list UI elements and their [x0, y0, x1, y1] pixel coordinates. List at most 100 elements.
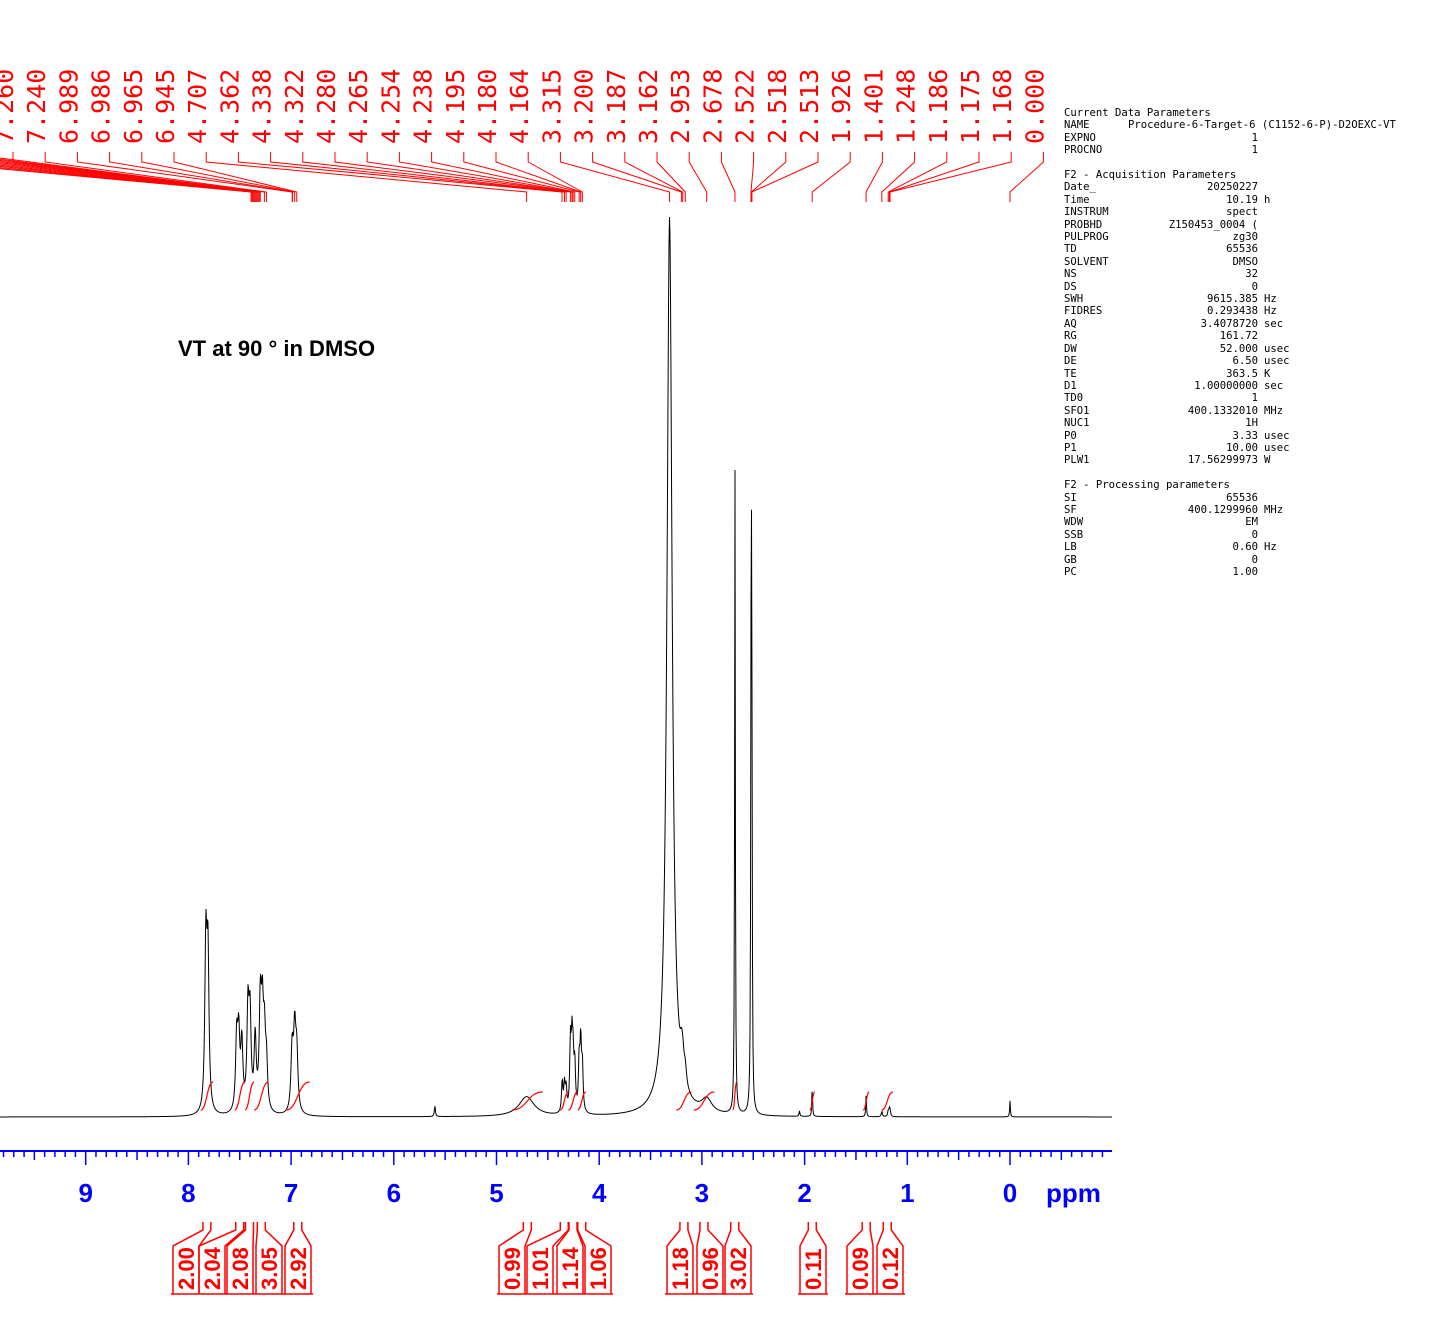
x-tick-label: 5 [489, 1178, 503, 1208]
param-row: GB 0 [1064, 554, 1402, 566]
param-row: SWH 9615.385 Hz [1064, 293, 1402, 305]
param-row: AQ 3.4078720 sec [1064, 318, 1402, 330]
param-row: SFO1 400.1332010 MHz [1064, 405, 1402, 417]
peak-label: 4.322 [280, 69, 309, 144]
x-tick-label: 9 [78, 1178, 92, 1208]
param-value: 400.1332010 [1187, 404, 1258, 417]
param-value: 10.00 [1226, 441, 1258, 454]
param-value: 3.33 [1232, 429, 1258, 442]
integral-bracket-left [576, 1222, 586, 1294]
processing-params-list: SI 65536 SF 400.1299960 MHz WDW EM SSB 0 LB 0.60 Hz… [1064, 492, 1402, 579]
param-name: TE [1064, 367, 1077, 380]
param-row: INSTRUM spect [1064, 206, 1402, 218]
param-name: P0 [1064, 429, 1077, 442]
param-unit: usec [1264, 342, 1290, 355]
param-row: PROBHD Z150453_0004 ( [1064, 219, 1402, 231]
integral-bracket-right [869, 1222, 874, 1294]
param-row: Date_ 20250227 [1064, 181, 1402, 193]
param-name: TD0 [1064, 392, 1084, 405]
param-unit: Hz [1264, 305, 1277, 318]
integral-bracket-left [226, 1222, 247, 1294]
integral-curve-2 [244, 1081, 255, 1111]
param-row: NS 32 [1064, 268, 1402, 280]
x-tick-label: 0 [1003, 1178, 1017, 1208]
peak-leader [559, 152, 671, 202]
peak-leader [888, 152, 980, 202]
x-tick-label: 4 [592, 1178, 607, 1208]
integral-curve-11 [732, 1081, 738, 1111]
param-value: 17.56299973 [1187, 454, 1258, 467]
peak-label: 3.162 [634, 69, 663, 144]
param-value: 10.19 [1226, 193, 1258, 206]
integral-bracket-left [284, 1222, 295, 1294]
param-name: D1 [1064, 379, 1077, 392]
peak-leader [398, 152, 574, 202]
param-name: DW [1064, 342, 1077, 355]
param-name: TD [1064, 243, 1077, 256]
integral-bracket-right [738, 1222, 752, 1294]
integral-bracket-right [815, 1222, 827, 1294]
integral-bracket-right [707, 1222, 724, 1294]
peak-leader [141, 152, 296, 202]
integral-bracket-left [724, 1222, 732, 1294]
param-unit: Hz [1264, 293, 1277, 306]
x-tick-label: 3 [695, 1178, 709, 1208]
peak-label: 7.240 [22, 69, 51, 144]
integral-value: 0.99 [500, 1247, 525, 1290]
param-name: NUC1 [1064, 417, 1090, 430]
peak-label: 4.362 [215, 69, 244, 144]
param-name: AQ [1064, 317, 1077, 330]
peak-leader-offscreen [0, 159, 259, 202]
peak-leader [750, 152, 787, 202]
param-value: 400.1299960 [1187, 503, 1258, 516]
param-value: Z150453_0004 ( [1168, 218, 1258, 231]
acquisition-params-list: Date_ 20250227 Time 10.19 h INSTRUM spect PROBH… [1064, 181, 1402, 466]
integral-value: 2.00 [174, 1247, 199, 1290]
integral-value: 1.18 [668, 1247, 693, 1290]
param-value: spect [1226, 206, 1258, 219]
param-unit [1258, 231, 1264, 243]
param-name: LB [1064, 541, 1077, 554]
integral-bracket-right [264, 1222, 283, 1294]
peak-leader [334, 152, 571, 202]
peak-leader [173, 152, 298, 202]
param-row: LB 0.60 Hz [1064, 541, 1402, 553]
peak-label: 1.401 [859, 69, 888, 144]
peak-label: 6.986 [87, 69, 116, 144]
param-name: PROCNO [1064, 144, 1103, 157]
peak-label: 2.513 [795, 69, 824, 144]
peak-label: 4.265 [344, 69, 373, 144]
peak-leader [592, 152, 682, 202]
param-value: 9615.385 [1206, 293, 1258, 306]
param-row: PULPROG zg30 [1064, 231, 1402, 243]
param-value: zg30 [1232, 231, 1258, 244]
peak-leader [463, 152, 580, 202]
peak-label: 4.338 [248, 69, 277, 144]
integral-value: 3.05 [257, 1247, 282, 1290]
param-value: 0 [1251, 553, 1258, 566]
integral-bracket-right [301, 1222, 312, 1294]
param-unit [1258, 144, 1264, 156]
peak-leader [205, 152, 528, 202]
param-unit: usec [1264, 429, 1290, 442]
integral-bracket-left [198, 1222, 237, 1294]
param-name: SFO1 [1064, 404, 1090, 417]
integral-value: 0.09 [848, 1247, 873, 1290]
integral-curve-0 [200, 1081, 214, 1111]
integral-value: 1.06 [586, 1247, 611, 1290]
peak-leader [720, 152, 736, 202]
integral-bracket-left [556, 1222, 570, 1294]
param-name: NAME [1064, 119, 1090, 132]
peak-leader [270, 152, 565, 202]
param-unit [1258, 219, 1264, 231]
param-value: 0 [1251, 528, 1258, 541]
integral-bracket-left [696, 1222, 701, 1294]
param-value: 6.50 [1232, 355, 1258, 368]
peak-leader-offscreen [0, 168, 252, 202]
param-value: 1 [1251, 144, 1258, 157]
param-unit: usec [1264, 441, 1290, 454]
param-unit [1258, 554, 1264, 566]
param-unit: K [1264, 367, 1271, 380]
peak-leader-offscreen [0, 161, 258, 202]
